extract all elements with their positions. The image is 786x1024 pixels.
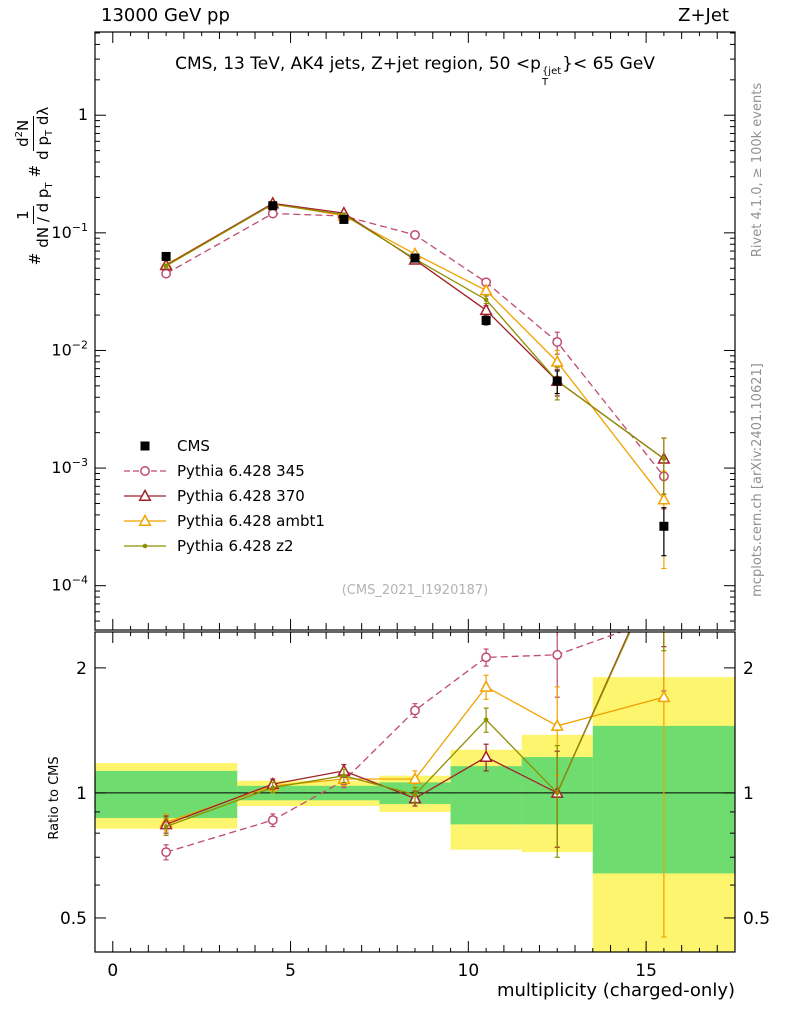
svg-text:10−1: 10−1 [51, 221, 88, 242]
series-cms [161, 201, 669, 557]
panel-title-suffix: }< 65 GeV [562, 54, 655, 74]
svg-text:2: 2 [743, 659, 754, 679]
legend-marker-dot-icon [124, 543, 166, 548]
rivet-version-note: Rivet 4.1.0, ≥ 100k events [750, 82, 765, 258]
ratio-panel-frame [94, 631, 736, 953]
beam-energy-label: 13000 GeV pp [101, 5, 230, 26]
svg-text:10−4: 10−4 [51, 574, 88, 595]
svg-text:2: 2 [76, 659, 87, 679]
uncertainty-bands [95, 677, 735, 952]
legend-item: Pythia 6.428 z2 [122, 533, 325, 558]
legend-item: CMS [122, 433, 325, 458]
analysis-watermark: (CMS_2021_I1920187) [341, 583, 489, 598]
legend-label: Pythia 6.428 z2 [177, 536, 294, 555]
legend-item: Pythia 6.428 370 [122, 483, 325, 508]
process-label: Z+Jet [678, 5, 729, 26]
svg-text:5: 5 [285, 961, 296, 981]
svg-text:15: 15 [635, 961, 657, 981]
axis-ticks [95, 32, 735, 952]
y-axis-label: # 1 dN / d pT # d2N d pT dλ [12, 26, 58, 346]
pt-sub-sup: {jet T [541, 66, 562, 88]
legend-label: Pythia 6.428 ambt1 [177, 511, 325, 530]
legend-item: Pythia 6.428 345 [122, 458, 325, 483]
x-axis-label: multiplicity (charged-only) [496, 980, 735, 1001]
svg-text:1: 1 [76, 784, 87, 804]
legend-label: Pythia 6.428 345 [177, 461, 305, 480]
main-panel-frame [94, 31, 736, 631]
legend-marker-triangle-open-icon [124, 513, 166, 526]
legend-label: CMS [177, 436, 210, 455]
svg-text:10−2: 10−2 [51, 338, 88, 359]
pt-superscript: {jet [541, 66, 562, 77]
legend-marker-circle-open-icon [124, 465, 166, 476]
ylabel-hash-2: # [26, 164, 44, 178]
legend-item: Pythia 6.428 ambt1 [122, 508, 325, 533]
svg-text:0: 0 [107, 961, 118, 981]
legend: CMS Pythia 6.428 345 Pythia 6.428 370 Pythi… [122, 433, 325, 558]
legend-marker-triangle-open-icon [124, 488, 166, 501]
main-panel-series [159, 196, 671, 570]
panel-title: CMS, 13 TeV, AK4 jets, Z+jet region, 50 … [95, 54, 735, 88]
ylabel-hash-1: # [26, 252, 44, 266]
svg-text:0.5: 0.5 [60, 909, 87, 929]
legend-label: Pythia 6.428 370 [177, 486, 305, 505]
svg-text:10: 10 [458, 961, 480, 981]
ylabel-fraction-2: d2N d pT dλ [14, 106, 56, 160]
pt-subscript: T [541, 76, 549, 88]
ratio-axis-label: Ratio to CMS [47, 756, 62, 840]
panel-title-text: CMS, 13 TeV, AK4 jets, Z+jet region, 50 … [175, 54, 541, 74]
svg-text:1: 1 [743, 784, 754, 804]
svg-text:0.5: 0.5 [743, 909, 770, 929]
svg-text:1: 1 [78, 105, 88, 124]
ylabel-fraction-1: 1 dN / d pT [13, 182, 55, 248]
tick-labels: 1 10−1 10−2 10−3 10−4 2 2 1 1 0.5 0.5 0 5 10 15 [51, 105, 770, 981]
series-pythia-6-428-z2 [163, 632, 667, 858]
ratio-panel-series [159, 632, 671, 938]
figure-header: 13000 GeV pp Z+Jet [95, 5, 735, 26]
mcplots-arxiv-note: mcplots.cern.ch [arXiv:2401.10621] [750, 363, 765, 597]
svg-text:10−3: 10−3 [51, 456, 88, 477]
legend-marker-square-icon [140, 441, 150, 450]
